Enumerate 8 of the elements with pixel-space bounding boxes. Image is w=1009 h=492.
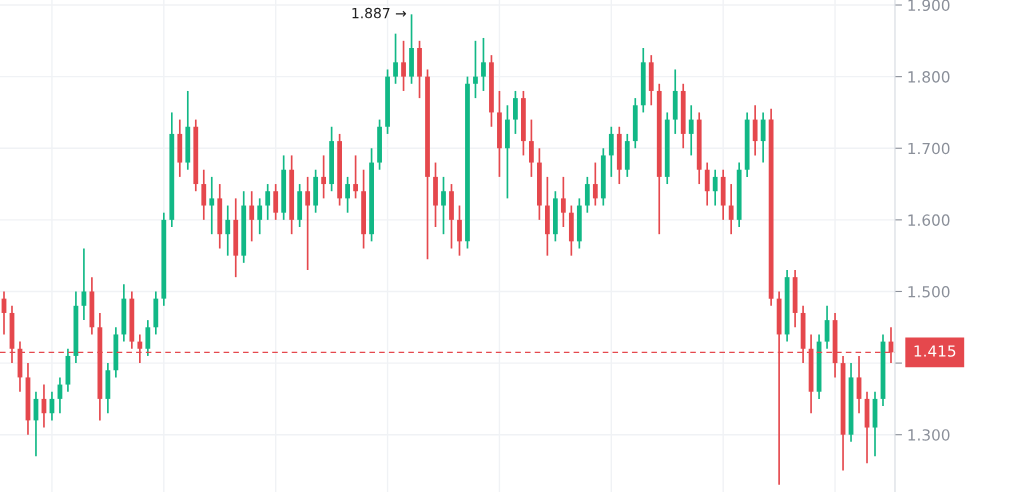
y-tick-label: 1.900 (908, 0, 950, 12)
annotation: 1.887 → (352, 7, 407, 19)
ref-line-label: 1.415 (914, 345, 956, 357)
y-tick-label: 1.600 (908, 214, 950, 226)
y-tick-label: 1.500 (908, 285, 950, 298)
y-tick-label: 1.700 (908, 142, 950, 155)
y-tick-label: 1.300 (908, 429, 950, 441)
y-tick-label: 1.800 (908, 71, 950, 83)
